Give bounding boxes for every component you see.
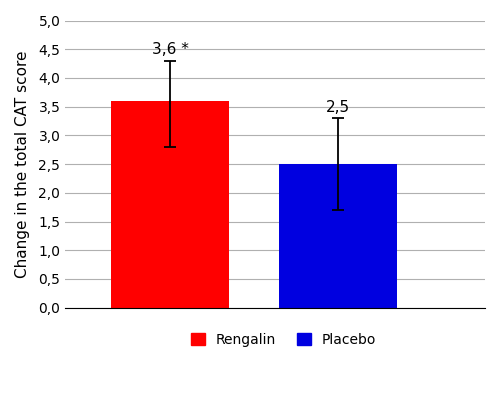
Y-axis label: Change in the total CAT score: Change in the total CAT score [15, 50, 30, 278]
Legend: Rengalin, Placebo: Rengalin, Placebo [185, 327, 382, 353]
Text: 3,6 *: 3,6 * [152, 42, 188, 57]
Bar [112, 101, 229, 308]
Bar [280, 164, 397, 308]
Text: 2,5: 2,5 [326, 100, 350, 115]
